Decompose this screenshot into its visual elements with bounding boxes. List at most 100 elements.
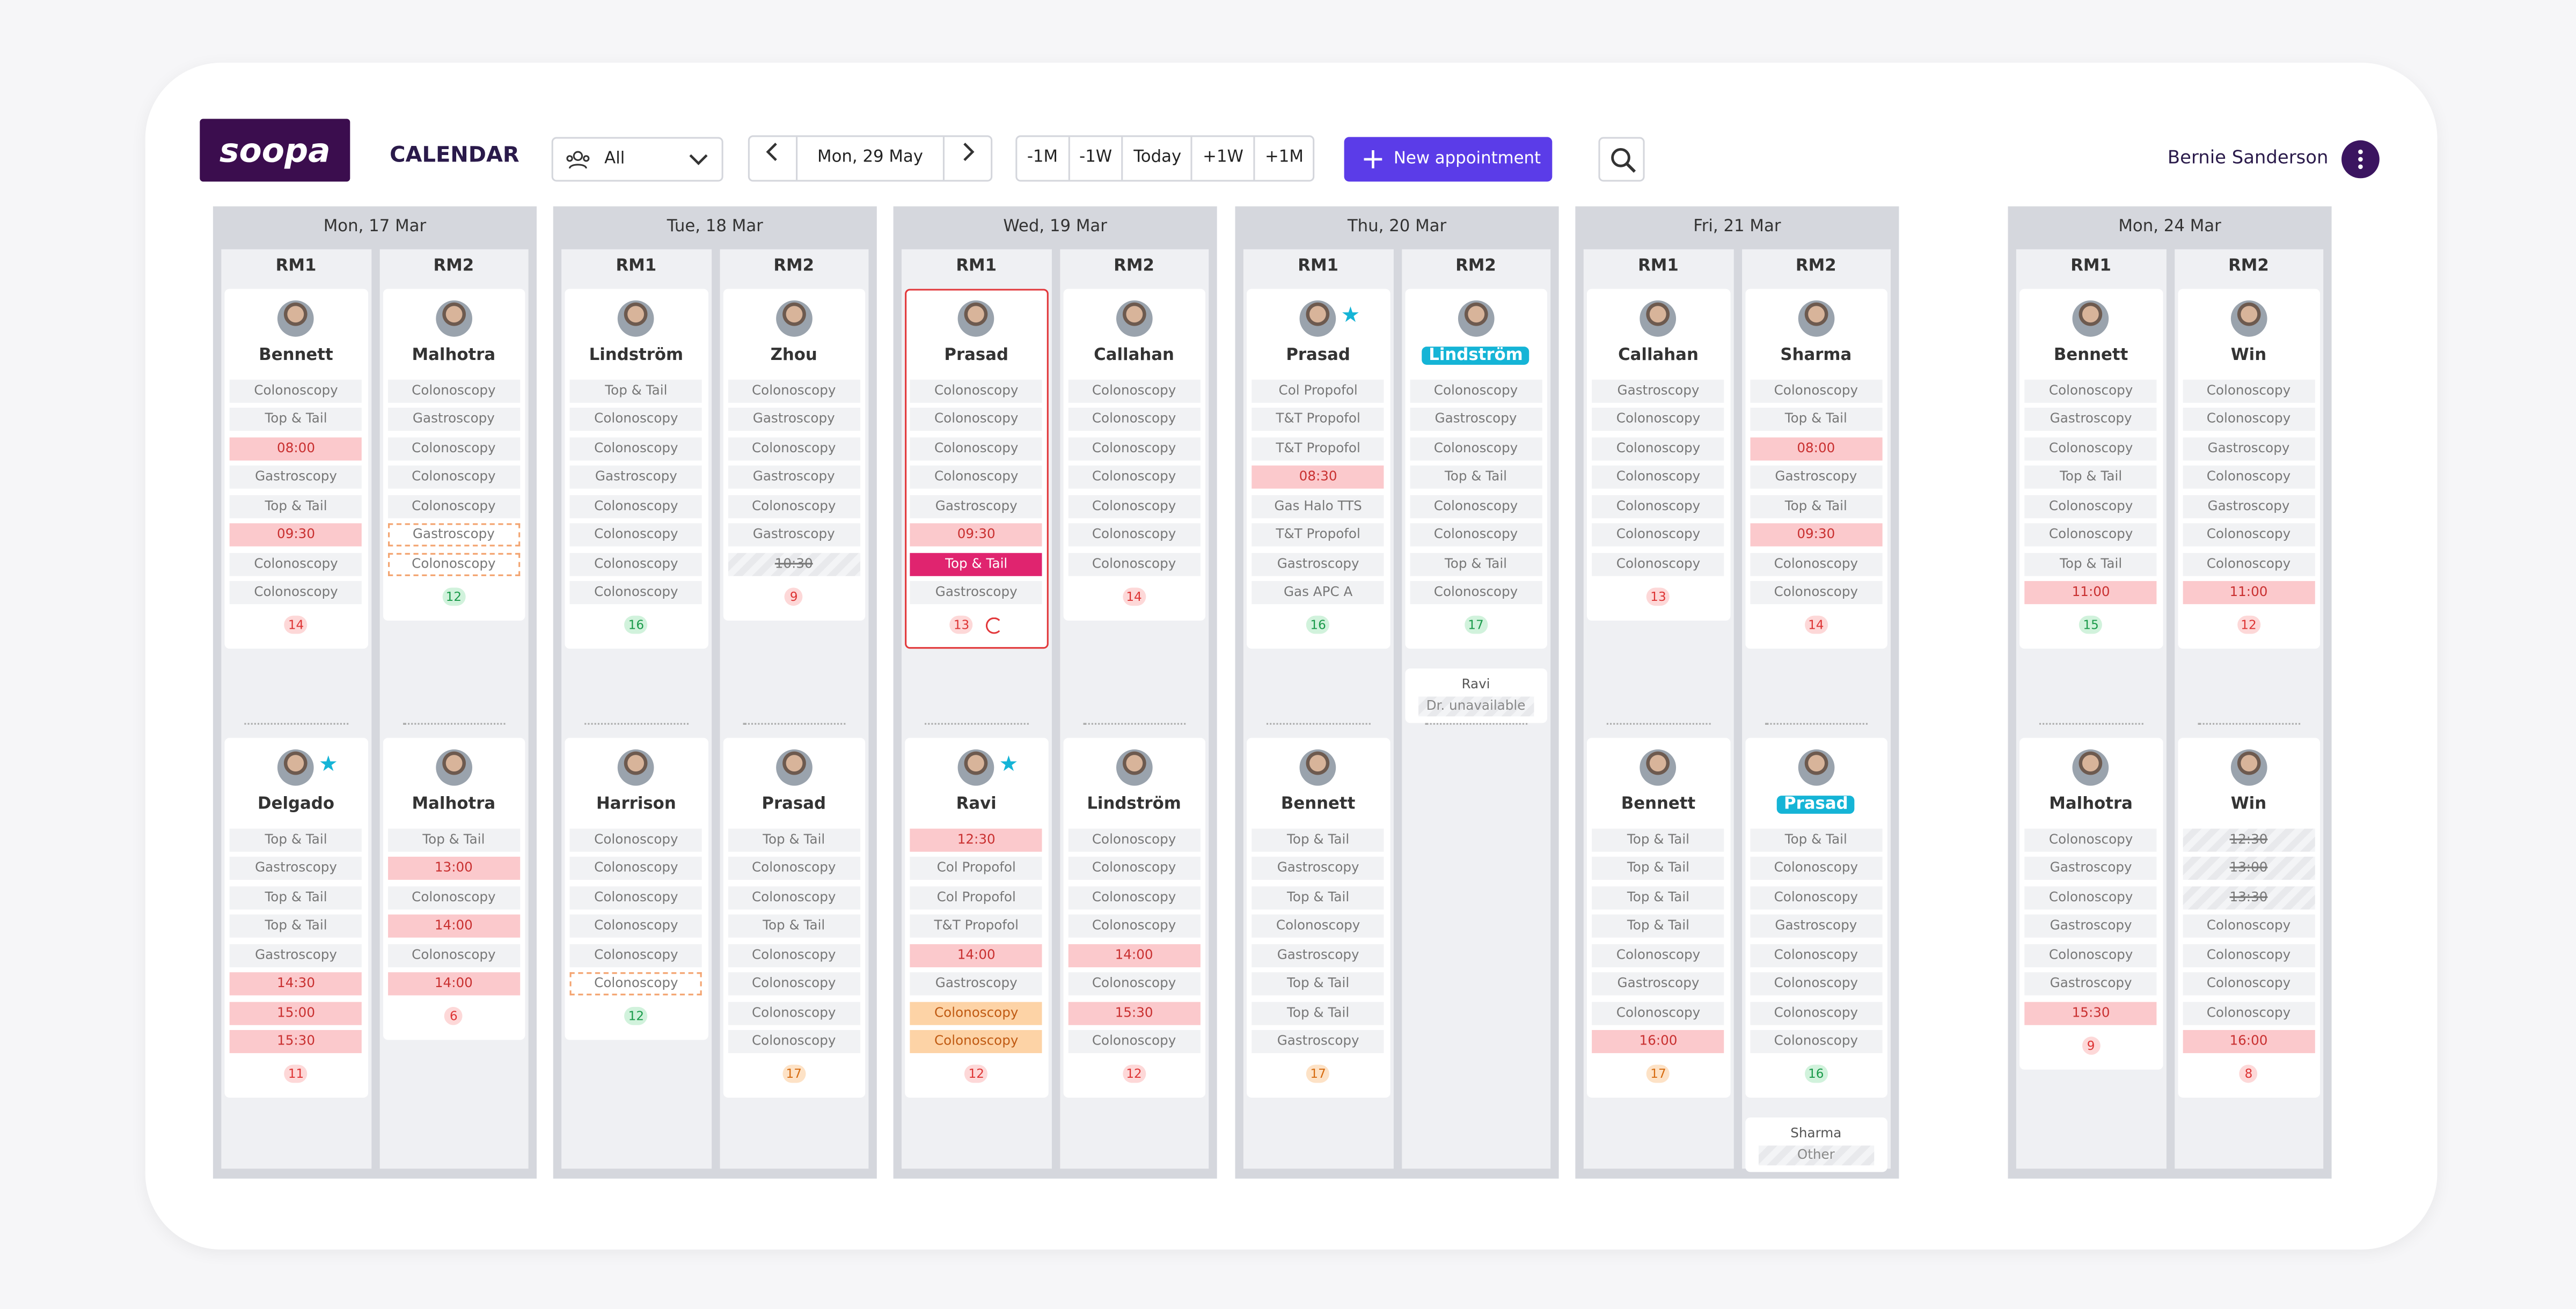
appointment-slot[interactable]: Colonoscopy <box>728 1029 860 1054</box>
appointment-slot[interactable]: Colonoscopy <box>570 436 702 460</box>
appointment-slot[interactable]: Colonoscopy <box>570 972 702 996</box>
appointment-slot[interactable]: Gastroscopy <box>728 465 860 489</box>
jump-button[interactable]: -1M <box>1017 137 1070 180</box>
appointment-slot[interactable]: Colonoscopy <box>387 465 520 489</box>
appointment-slot[interactable]: Colonoscopy <box>2182 523 2315 547</box>
appointment-slot[interactable]: Colonoscopy <box>1592 943 1725 967</box>
session-card[interactable]: Prasad Colonoscopy Colonoscopy Colonoscopy C… <box>905 289 1048 649</box>
appointment-slot[interactable]: Colonoscopy <box>728 972 860 996</box>
session-card[interactable]: Callahan Colonoscopy Colonoscopy Colonoscop… <box>1062 289 1206 620</box>
appointment-slot[interactable]: Colonoscopy <box>1592 1001 1725 1025</box>
appointment-slot[interactable]: Colonoscopy <box>2025 523 2157 547</box>
appointment-slot[interactable]: 09:30 <box>910 523 1043 547</box>
appointment-slot[interactable]: Colonoscopy <box>728 943 860 967</box>
appointment-slot[interactable]: Gastroscopy <box>2025 856 2157 880</box>
session-card[interactable]: Prasad Top & Tail Colonoscopy Colonoscopy Ga… <box>1744 738 1887 1098</box>
appointment-slot[interactable]: Top & Tail <box>230 407 362 431</box>
appointment-slot[interactable]: Colonoscopy <box>2182 1001 2315 1025</box>
appointment-slot[interactable]: Colonoscopy <box>728 885 860 909</box>
appointment-slot[interactable]: 12:30 <box>2182 828 2315 851</box>
appointment-slot[interactable]: Gastroscopy <box>910 581 1043 605</box>
appointment-slot[interactable]: Colonoscopy <box>1067 494 1201 518</box>
appointment-slot[interactable]: Top & Tail <box>1252 828 1385 851</box>
appointment-slot[interactable]: Colonoscopy <box>1750 972 1882 996</box>
appointment-slot[interactable]: Colonoscopy <box>910 379 1043 402</box>
appointment-slot[interactable]: 13:30 <box>2182 885 2315 909</box>
appointment-slot[interactable]: Gastroscopy <box>2182 436 2315 460</box>
appointment-slot[interactable]: Top & Tail <box>1592 828 1725 851</box>
appointment-slot[interactable]: Colonoscopy <box>1067 914 1201 938</box>
appointment-slot[interactable]: Colonoscopy <box>1592 465 1725 489</box>
appointment-slot[interactable]: Colonoscopy <box>570 494 702 518</box>
session-card[interactable]: Bennett Colonoscopy Top & Tail 08:00 Gastros… <box>224 289 368 649</box>
appointment-slot[interactable]: Colonoscopy <box>1592 523 1725 547</box>
appointment-slot[interactable]: Gastroscopy <box>1750 465 1882 489</box>
appointment-slot[interactable]: Colonoscopy <box>1409 494 1542 518</box>
appointment-slot[interactable]: 09:30 <box>230 523 362 547</box>
appointment-slot[interactable]: T&T Propofol <box>910 914 1043 938</box>
appointment-slot[interactable]: Colonoscopy <box>1067 828 1201 851</box>
appointment-slot[interactable]: Colonoscopy <box>1067 523 1201 547</box>
appointment-slot[interactable]: Colonoscopy <box>387 436 520 460</box>
prev-button[interactable] <box>750 137 798 180</box>
appointment-slot[interactable]: Colonoscopy <box>2182 943 2315 967</box>
appointment-slot[interactable]: Top & Tail <box>230 885 362 909</box>
appointment-slot[interactable]: Colonoscopy <box>728 494 860 518</box>
session-card[interactable]: Bennett Colonoscopy Gastroscopy Colonoscopy… <box>2019 289 2163 649</box>
appointment-slot[interactable]: Colonoscopy <box>910 1029 1043 1054</box>
appointment-slot[interactable]: Gastroscopy <box>230 943 362 967</box>
appointment-slot[interactable]: Colonoscopy <box>387 552 520 576</box>
appointment-slot[interactable]: 15:00 <box>230 1001 362 1025</box>
appointment-slot[interactable]: Top & Tail <box>1252 885 1385 909</box>
appointment-slot[interactable]: 11:00 <box>2182 581 2315 605</box>
appointment-slot[interactable]: Colonoscopy <box>1592 407 1725 431</box>
appointment-slot[interactable]: 11:00 <box>2025 581 2157 605</box>
jump-button[interactable]: +1M <box>1265 148 1304 167</box>
appointment-slot[interactable]: Colonoscopy <box>1067 972 1201 996</box>
appointment-slot[interactable]: 14:00 <box>387 972 520 996</box>
appointment-slot[interactable]: Colonoscopy <box>2182 407 2315 431</box>
session-card[interactable]: Lindström Colonoscopy Gastroscopy Colonosco… <box>1404 289 1548 649</box>
session-card[interactable]: ★ Delgado Top & Tail Gastroscopy Top & Tail T… <box>224 738 368 1098</box>
session-card[interactable]: Prasad Top & Tail Colonoscopy Colonoscopy To… <box>722 738 866 1098</box>
appointment-slot[interactable]: Gas Halo TTS <box>1252 494 1385 518</box>
appointment-slot[interactable]: 16:00 <box>1592 1029 1725 1054</box>
appointment-slot[interactable]: Top & Tail <box>230 494 362 518</box>
appointment-slot[interactable]: Colonoscopy <box>387 494 520 518</box>
next-button[interactable] <box>942 137 991 180</box>
session-card[interactable]: Malhotra Colonoscopy Gastroscopy Colonoscop… <box>382 289 525 620</box>
appointment-slot[interactable]: Colonoscopy <box>570 885 702 909</box>
appointment-slot[interactable]: 08:30 <box>1252 465 1385 489</box>
appointment-slot[interactable]: Top & Tail <box>230 828 362 851</box>
appointment-slot[interactable]: Top & Tail <box>2025 465 2157 489</box>
session-card[interactable]: Lindström Colonoscopy Colonoscopy Colonosco… <box>1062 738 1206 1098</box>
appointment-slot[interactable]: Gas APC A <box>1252 581 1385 605</box>
appointment-slot[interactable]: 14:30 <box>230 972 362 996</box>
appointment-slot[interactable]: Gastroscopy <box>910 494 1043 518</box>
appointment-slot[interactable]: Top & Tail <box>1750 407 1882 431</box>
appointment-slot[interactable]: Colonoscopy <box>2025 943 2157 967</box>
appointment-slot[interactable]: Gastroscopy <box>2025 972 2157 996</box>
appointment-slot[interactable]: Colonoscopy <box>2025 379 2157 402</box>
appointment-slot[interactable]: Colonoscopy <box>1592 436 1725 460</box>
appointment-slot[interactable]: Colonoscopy <box>2025 494 2157 518</box>
appointment-slot[interactable]: Top & Tail <box>230 914 362 938</box>
appointment-slot[interactable]: Top & Tail <box>728 914 860 938</box>
appointment-slot[interactable]: Colonoscopy <box>570 943 702 967</box>
appointment-slot[interactable]: Colonoscopy <box>1067 379 1201 402</box>
appointment-slot[interactable]: Colonoscopy <box>1750 943 1882 967</box>
appointment-slot[interactable]: 16:00 <box>2182 1029 2315 1054</box>
appointment-slot[interactable]: Top & Tail <box>1409 552 1542 576</box>
appointment-slot[interactable]: Gastroscopy <box>1252 856 1385 880</box>
appointment-slot[interactable]: Colonoscopy <box>1409 581 1542 605</box>
appointment-slot[interactable]: Colonoscopy <box>910 436 1043 460</box>
appointment-slot[interactable]: Colonoscopy <box>570 914 702 938</box>
appointment-slot[interactable]: Gastroscopy <box>2182 494 2315 518</box>
appointment-slot[interactable]: Colonoscopy <box>1067 465 1201 489</box>
appointment-slot[interactable]: Gastroscopy <box>1252 552 1385 576</box>
appointment-slot[interactable]: 13:00 <box>2182 856 2315 880</box>
appointment-slot[interactable]: Colonoscopy <box>728 856 860 880</box>
appointment-slot[interactable]: Colonoscopy <box>2182 914 2315 938</box>
user-name[interactable]: Bernie Sanderson <box>2167 146 2329 168</box>
appointment-slot[interactable]: T&T Propofol <box>1252 523 1385 547</box>
